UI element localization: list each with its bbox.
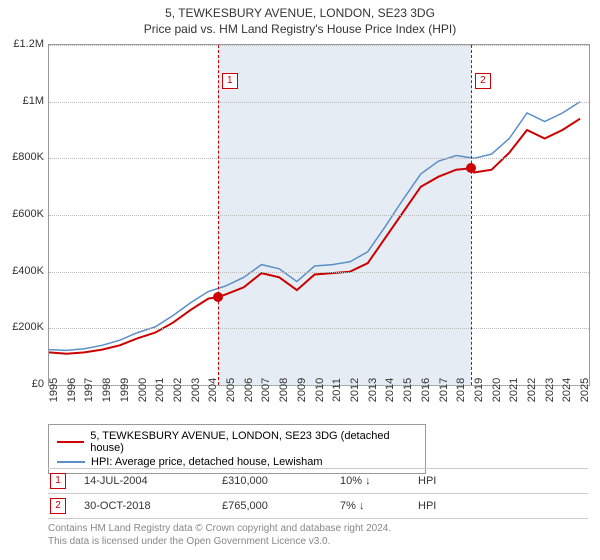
y-tick-label: £600K [12,208,44,220]
x-tick-label: 1996 [66,378,78,402]
x-tick-label: 2015 [402,378,414,402]
x-tick-label: 2000 [137,378,149,402]
legend-label: HPI: Average price, detached house, Lewi… [91,456,323,468]
x-tick-label: 2008 [278,378,290,402]
legend-swatch [57,461,85,463]
x-tick-label: 2009 [296,378,308,402]
x-tick-label: 2011 [331,378,343,402]
x-tick-label: 2021 [508,378,520,402]
x-tick-label: 2022 [526,378,538,402]
x-tick-label: 2004 [207,378,219,402]
sale-point [466,163,476,173]
legend-row: 5, TEWKESBURY AVENUE, LONDON, SE23 3DG (… [57,429,417,455]
x-tick-label: 2023 [544,378,556,402]
x-tick-label: 2005 [225,378,237,402]
event-price: £310,000 [222,475,322,487]
legend-box: 5, TEWKESBURY AVENUE, LONDON, SE23 3DG (… [48,424,426,474]
event-pct: 7% ↓ [340,500,400,512]
x-tick-label: 2003 [190,378,202,402]
x-tick-label: 1998 [101,378,113,402]
x-tick-label: 2016 [420,378,432,402]
events-table: 1 14-JUL-2004 £310,000 10% ↓ HPI 2 30-OC… [48,468,588,519]
gridline [49,215,589,216]
x-tick-label: 1997 [83,378,95,402]
x-tick-label: 2010 [314,378,326,402]
event-date: 14-JUL-2004 [84,475,204,487]
event-marker: 1 [50,473,66,489]
x-tick-label: 2001 [154,378,166,402]
event-row: 2 30-OCT-2018 £765,000 7% ↓ HPI [48,493,588,519]
annotation-marker: 2 [475,73,491,89]
x-tick-label: 2019 [473,378,485,402]
gridline [49,102,589,103]
event-date: 30-OCT-2018 [84,500,204,512]
x-tick-label: 2007 [260,378,272,402]
series-line-property [49,119,580,354]
legend-row: HPI: Average price, detached house, Lewi… [57,455,417,469]
y-tick-label: £400K [12,265,44,277]
annotation-marker: 1 [222,73,238,89]
event-row: 1 14-JUL-2004 £310,000 10% ↓ HPI [48,468,588,493]
event-price: £765,000 [222,500,322,512]
x-tick-label: 2024 [561,378,573,402]
event-marker: 2 [50,498,66,514]
y-tick-label: £200K [12,321,44,333]
gridline [49,328,589,329]
event-pct: 10% ↓ [340,475,400,487]
gridline [49,272,589,273]
y-tick-label: £1.2M [13,38,44,50]
legend-label: 5, TEWKESBURY AVENUE, LONDON, SE23 3DG (… [90,430,417,454]
x-tick-label: 1995 [48,378,60,402]
chart-subtitle: Price paid vs. HM Land Registry's House … [0,20,600,40]
annotation-line [218,45,219,385]
x-tick-label: 2014 [384,378,396,402]
x-tick-label: 2025 [579,378,591,402]
y-tick-label: £1M [23,95,44,107]
gridline [49,158,589,159]
annotation-line [471,45,472,385]
event-vs: HPI [418,500,458,512]
y-tick-label: £800K [12,151,44,163]
event-vs: HPI [418,475,458,487]
footer-attribution: Contains HM Land Registry data © Crown c… [48,522,391,548]
chart-container: 5, TEWKESBURY AVENUE, LONDON, SE23 3DG P… [0,0,600,560]
x-tick-label: 2013 [367,378,379,402]
footer-line: Contains HM Land Registry data © Crown c… [48,522,391,535]
y-tick-label: £0 [32,378,44,390]
chart-title: 5, TEWKESBURY AVENUE, LONDON, SE23 3DG [0,0,600,20]
x-tick-label: 2012 [349,378,361,402]
x-tick-label: 2018 [455,378,467,402]
gridline [49,45,589,46]
plot-area: 12 [48,44,590,386]
x-tick-label: 2020 [491,378,503,402]
x-tick-label: 1999 [119,378,131,402]
legend-swatch [57,441,84,443]
x-tick-label: 2002 [172,378,184,402]
series-line-hpi [49,102,580,351]
x-tick-label: 2006 [243,378,255,402]
footer-line: This data is licensed under the Open Gov… [48,535,391,548]
x-tick-label: 2017 [438,378,450,402]
sale-point [213,292,223,302]
